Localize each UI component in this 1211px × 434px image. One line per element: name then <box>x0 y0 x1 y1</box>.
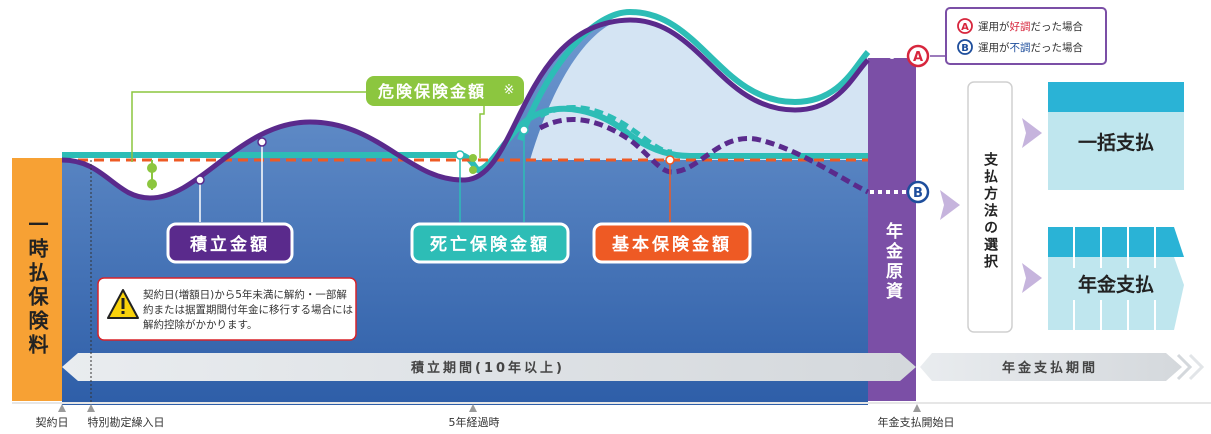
death-benefit-label-box <box>410 222 570 264</box>
basic-dot <box>665 155 675 165</box>
risk-amount-asterisk: ※ <box>504 83 515 98</box>
arrow-to-annuity-icon <box>1022 263 1042 293</box>
lump-sum-label: 一括支払 <box>1078 132 1154 154</box>
legend-box <box>945 7 1107 65</box>
tick-five-years <box>469 404 477 412</box>
warning-text: 契約日(増額日)から5年未満に解約・一部解約または据置期間付年金に移行する場合に… <box>143 289 353 331</box>
warning-icon <box>107 289 139 319</box>
marker-a-letter: A <box>913 50 923 65</box>
annuity-fund-bar <box>868 58 916 401</box>
scenario-b-teal-curve <box>538 104 673 155</box>
legend-a-letter: A <box>961 22 969 33</box>
marker-b-circle <box>906 180 930 204</box>
accum-dot-1 <box>195 175 205 185</box>
death-dot-2 <box>519 125 529 135</box>
payment-period-arrow <box>920 353 1182 381</box>
tick-annuity-start <box>913 404 921 412</box>
scenario-b-curve <box>538 116 870 195</box>
accumulation-period-label: 積立期間(10年以上) <box>410 360 565 376</box>
accumulated-label: 積立金額 <box>190 234 270 255</box>
axis-annuity-start: 年金支払開始日 <box>878 415 955 429</box>
a-leader-dot <box>889 53 895 59</box>
chevron-right-icon <box>1188 353 1205 381</box>
lump-sum-header <box>1048 82 1184 112</box>
legend-a-accent: 好調 <box>1010 20 1031 33</box>
annuity-fund-label: 年金原資 <box>882 221 904 302</box>
scenario-a-teal-curve <box>517 8 871 142</box>
legend-b-circle <box>957 39 973 55</box>
axis-special-transfer: 特別勘定繰入日 <box>88 415 165 429</box>
marker-b-letter: B <box>913 186 923 201</box>
payment-method-label: 支払方法の選択 <box>982 151 999 271</box>
axis-five-years: 5年経過時 <box>449 415 500 429</box>
accumulation-period-arrow <box>62 353 916 381</box>
accumulated-amount-line <box>61 17 870 201</box>
legend-a-text: 運用が好調だった場合 <box>978 20 1083 33</box>
risk-marker-mid <box>469 154 477 174</box>
premium-label: 一時払保険料 <box>25 214 49 358</box>
premium-bar <box>12 158 62 401</box>
basic-benefit-label-box <box>592 222 752 264</box>
risk-amount-label-box <box>366 76 524 106</box>
risk-amount-label: 危険保険金額 <box>378 82 486 101</box>
legend-b-accent: 不調 <box>1010 41 1031 54</box>
death-benefit-label: 死亡保険金額 <box>430 234 550 255</box>
annuity-header-tip <box>1174 227 1184 257</box>
arrow-to-lump-sum-icon <box>1022 118 1042 148</box>
payment-period-label: 年金支払期間 <box>1002 360 1098 376</box>
warning-box <box>97 277 357 341</box>
chevron-right-icon <box>1176 353 1193 381</box>
risk-marker-left <box>147 160 157 190</box>
risk-connector-left <box>131 91 366 162</box>
annuity-label-backdrop <box>1062 268 1170 300</box>
lump-sum-body <box>1048 112 1184 190</box>
death-dot-1 <box>455 150 465 160</box>
tick-contract-date <box>58 404 66 412</box>
accumulated-label-box <box>166 222 294 264</box>
tick-special-transfer <box>87 404 95 412</box>
annuity-header-segments <box>1048 227 1174 257</box>
marker-a-circle <box>906 44 930 68</box>
annuity-payment-label: 年金支払 <box>1078 273 1154 296</box>
legend-a-circle <box>957 18 973 34</box>
legend-b-letter: B <box>961 43 969 54</box>
arrow-to-method-icon <box>940 190 960 220</box>
axis-contract-date: 契約日 <box>36 415 69 429</box>
payment-method-box <box>967 81 1013 333</box>
accum-dot-2 <box>257 137 267 147</box>
basic-benefit-label: 基本保険金額 <box>611 234 732 255</box>
legend-b-text: 運用が不調だった場合 <box>978 41 1083 54</box>
